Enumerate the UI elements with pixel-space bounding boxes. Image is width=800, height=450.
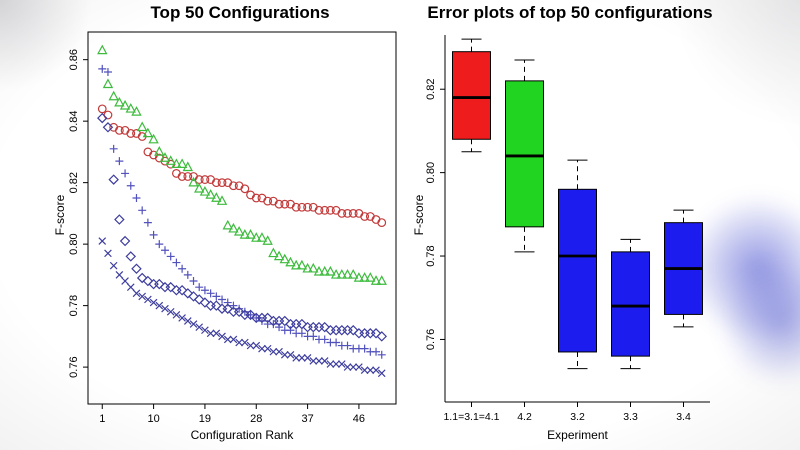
svg-text:46: 46 <box>353 413 365 425</box>
svg-text:37: 37 <box>301 413 313 425</box>
boxplot-svg: 0.76 0.78 0.80 0.82 1.1=3.1=4.1 4.2 3.2 3.3 3.4 <box>425 35 710 423</box>
scatter-series-x-marks <box>98 237 386 378</box>
scatter-tick-labels: 1 10 19 28 37 46 0.76 0.78 0.80 0.82 0.84 0.86 <box>68 49 365 425</box>
scatter-yaxis-label: F-score <box>53 194 67 236</box>
svg-text:1.1=3.1=4.1: 1.1=3.1=4.1 <box>443 411 499 423</box>
svg-text:0.80: 0.80 <box>425 162 437 183</box>
scatter-series-circles <box>97 104 387 228</box>
box-3.2 <box>558 159 597 370</box>
svg-text:0.78: 0.78 <box>68 295 80 316</box>
svg-text:28: 28 <box>250 413 262 425</box>
svg-text:0.84: 0.84 <box>68 110 80 131</box>
boxplot-yaxis-label: F-score <box>412 194 426 236</box>
scatter-plot-svg: 1 10 19 28 37 46 0.76 0.78 0.80 0.82 0.84 0.86 <box>68 31 397 425</box>
svg-text:3.2: 3.2 <box>570 411 585 423</box>
boxplot-axes <box>440 35 710 407</box>
svg-text:0.80: 0.80 <box>68 233 80 254</box>
scatter-series-plus-marks <box>98 64 386 359</box>
svg-text:0.76: 0.76 <box>425 329 437 350</box>
svg-text:0.76: 0.76 <box>68 356 80 377</box>
svg-text:19: 19 <box>199 413 211 425</box>
box-3.4 <box>664 209 703 328</box>
svg-text:10: 10 <box>147 413 159 425</box>
svg-text:4.2: 4.2 <box>517 411 532 423</box>
scatter-axes <box>83 31 397 409</box>
svg-text:3.4: 3.4 <box>676 411 691 423</box>
svg-text:3.3: 3.3 <box>623 411 638 423</box>
svg-text:0.78: 0.78 <box>425 245 437 266</box>
scatter-series-triangles <box>97 44 387 285</box>
scatter-series-diamonds <box>97 112 387 342</box>
svg-text:0.82: 0.82 <box>68 172 80 193</box>
box-1.1=3.1=4.1 <box>452 38 491 153</box>
boxplot-xaxis-label: Experiment <box>547 428 608 442</box>
boxplot-tick-labels: 0.76 0.78 0.80 0.82 1.1=3.1=4.1 4.2 3.2 3.3 3.4 <box>425 79 691 423</box>
boxplot-title: Error plots of top 50 configurations <box>427 3 713 22</box>
scatter-plot-title: Top 50 Configurations <box>150 3 330 22</box>
scatter-xaxis-label: Configuration Rank <box>190 428 294 442</box>
svg-text:1: 1 <box>99 413 105 425</box>
svg-text:0.82: 0.82 <box>425 79 437 100</box>
svg-text:0.86: 0.86 <box>68 49 80 70</box>
box-3.3 <box>611 238 650 370</box>
box-4.2 <box>505 59 544 253</box>
